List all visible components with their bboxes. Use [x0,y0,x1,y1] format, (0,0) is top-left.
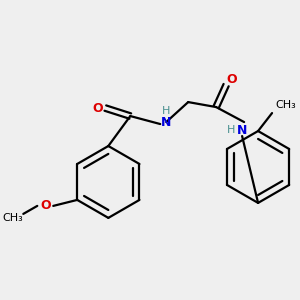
Text: CH₃: CH₃ [276,100,296,110]
Text: H: H [227,125,235,135]
Text: O: O [40,200,51,212]
Text: N: N [237,124,247,136]
Text: O: O [227,73,237,85]
Text: O: O [92,102,103,115]
Text: CH₃: CH₃ [2,213,23,223]
Text: N: N [161,116,171,128]
Text: H: H [162,106,170,116]
